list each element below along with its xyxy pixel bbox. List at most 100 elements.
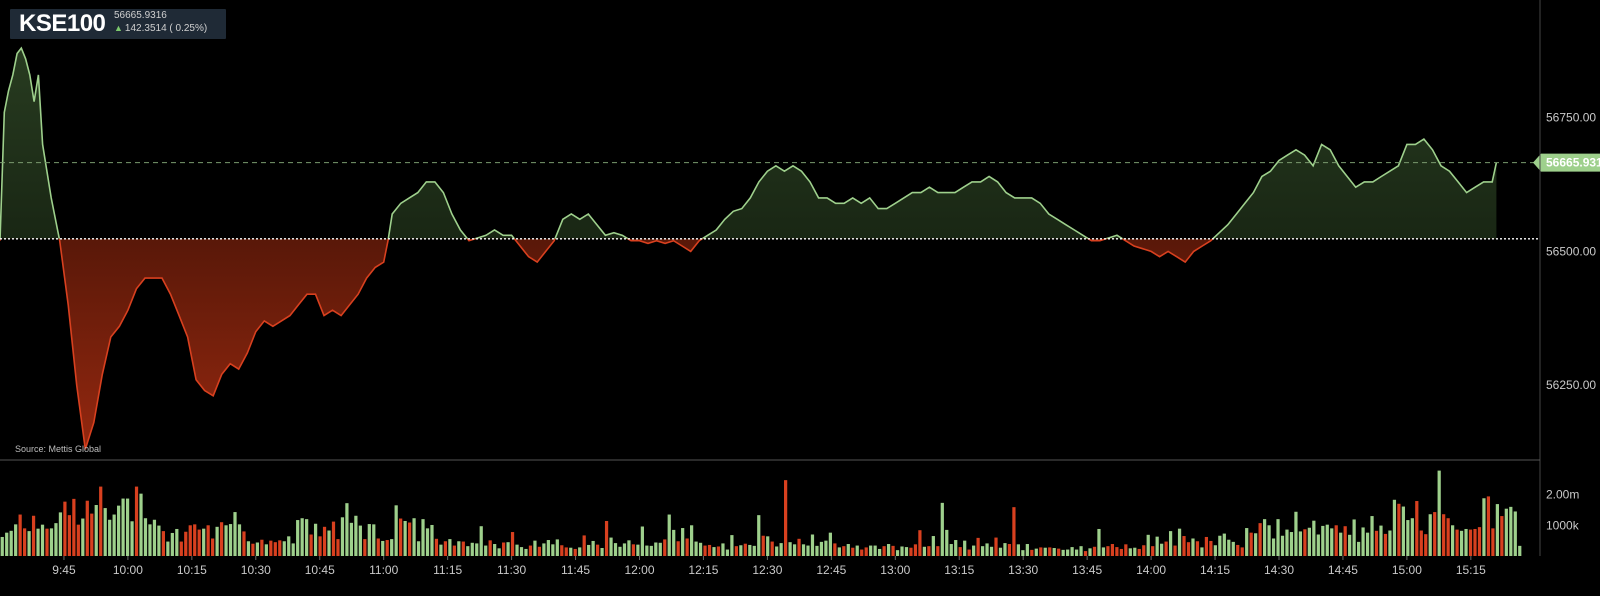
volume-bar: [1043, 547, 1047, 556]
volume-bar: [537, 546, 542, 556]
volume-bar: [358, 525, 362, 556]
volume-bar: [354, 515, 358, 556]
volume-bar: [40, 524, 45, 556]
volume-bar: [260, 539, 264, 556]
volume-bar: [1133, 547, 1137, 556]
volume-bar: [533, 540, 537, 556]
time-tick-label: 11:45: [561, 563, 590, 577]
volume-bar: [712, 547, 716, 556]
index-symbol: KSE100: [19, 10, 106, 37]
time-tick-label: 11:15: [433, 563, 462, 577]
volume-bar: [1294, 511, 1298, 556]
volume-bar: [282, 541, 286, 556]
volume-bar: [206, 525, 210, 556]
volume-bar: [954, 540, 958, 556]
time-tick-label: 15:15: [1456, 563, 1486, 577]
volume-bar: [1325, 524, 1329, 556]
volume-bar: [640, 526, 644, 556]
volume-bar: [792, 544, 797, 556]
volume-bar: [1513, 511, 1517, 556]
volume-bar: [1021, 550, 1025, 556]
volume-bar: [1289, 532, 1294, 556]
volume-bar: [1168, 531, 1173, 556]
volume-bar: [757, 515, 761, 556]
volume-bar: [148, 524, 152, 556]
volume-bar: [1124, 544, 1128, 556]
volume-bar: [300, 518, 304, 556]
volume-bar: [1236, 544, 1240, 556]
volume-bar: [1312, 520, 1316, 556]
time-tick-label: 10:00: [113, 563, 143, 577]
volume-bar: [779, 543, 783, 556]
volume-bar: [752, 545, 756, 556]
volume-bar: [895, 550, 900, 556]
volume-bar: [381, 540, 385, 556]
volume-bar: [819, 541, 824, 556]
volume-bar: [886, 544, 891, 556]
time-tick-label: 14:45: [1328, 563, 1358, 577]
volume-bar: [1249, 532, 1253, 556]
volume-bar: [1039, 547, 1043, 556]
volume-bar: [36, 528, 40, 556]
volume-bar: [457, 541, 461, 556]
volume-bar: [425, 528, 430, 556]
volume-bar: [0, 536, 4, 556]
index-price: 56665.9316: [114, 10, 167, 21]
volume-bar: [242, 531, 246, 556]
volume-bar: [72, 498, 76, 556]
volume-bar: [972, 545, 976, 556]
volume-bar: [246, 541, 251, 556]
volume-bar: [157, 525, 161, 556]
volume-bar: [967, 549, 971, 556]
volume-bar: [1383, 533, 1388, 556]
volume-bar: [63, 501, 67, 556]
volume-bar: [1437, 470, 1441, 556]
volume-bar: [45, 528, 49, 556]
volume-bar: [609, 537, 613, 556]
volume-bar: [117, 505, 121, 556]
volume-bar: [801, 544, 806, 556]
volume-bar: [698, 542, 703, 556]
volume-bar: [1451, 525, 1455, 556]
volume-bar: [264, 544, 268, 556]
time-tick-label: 10:45: [305, 563, 335, 577]
volume-bar: [1491, 528, 1495, 556]
price-tick-label: 56750.00: [1546, 111, 1596, 125]
volume-bar: [837, 547, 841, 556]
volume-bar: [1146, 534, 1150, 556]
volume-bar: [130, 521, 134, 556]
volume-bar: [125, 498, 130, 556]
volume-bar: [1303, 529, 1307, 556]
volume-bar: [685, 538, 689, 556]
volume-bar: [1428, 514, 1432, 556]
time-tick-label: 15:00: [1392, 563, 1422, 577]
volume-bar: [869, 545, 873, 556]
volume-bar: [694, 541, 698, 556]
volume-bar: [1137, 548, 1141, 556]
volume-bar: [14, 524, 18, 556]
volume-bar: [94, 505, 98, 556]
time-tick-label: 13:30: [1008, 563, 1038, 577]
volume-bar: [1195, 541, 1200, 556]
volume-bar: [448, 539, 452, 556]
volume-bar: [121, 498, 125, 556]
volume-bar: [385, 540, 389, 556]
volume-tick-label: 1000k: [1546, 518, 1580, 532]
volume-bar: [1495, 504, 1499, 556]
index-change-row: ▲ 142.3514 ( 0.25%): [114, 23, 207, 34]
volume-bar: [1200, 547, 1204, 556]
volume-bar: [1285, 529, 1289, 556]
last-price-text: 56665.931: [1546, 156, 1600, 170]
volume-bar: [873, 545, 877, 556]
time-tick-label: 9:45: [52, 563, 76, 577]
volume-bar: [1052, 548, 1056, 556]
volume-bar: [1361, 527, 1365, 556]
volume-bar: [636, 544, 640, 556]
volume-bar: [940, 502, 944, 556]
volume-bar: [421, 519, 425, 556]
volume-bar: [488, 540, 492, 556]
volume-bar: [555, 539, 559, 556]
volume-bar: [658, 542, 662, 556]
volume-bar: [936, 546, 940, 556]
volume-bar: [748, 544, 752, 556]
